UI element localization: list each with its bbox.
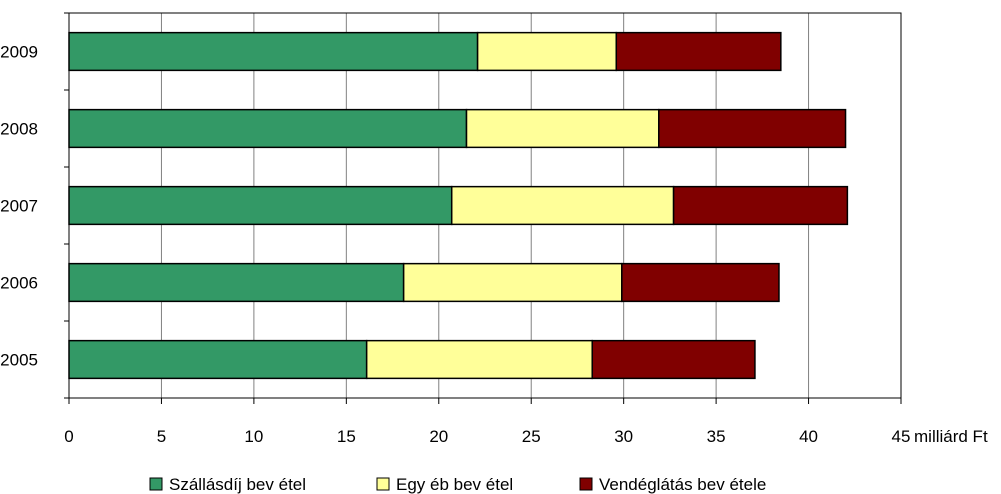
bar-segment [476, 31, 618, 72]
bar-segment [591, 339, 756, 380]
bar-segment [68, 31, 479, 72]
legend-label: Egy éb bev étel [396, 475, 513, 494]
legend-swatch [579, 477, 593, 491]
y-tick-label: 2009 [0, 43, 38, 62]
x-tick-label: 10 [244, 427, 263, 446]
y-tick-label: 2005 [0, 351, 38, 370]
bar-segment [68, 339, 368, 380]
y-tick-label: 2008 [0, 120, 38, 139]
x-tick-label: 15 [337, 427, 356, 446]
legend-swatch [149, 477, 163, 491]
y-tick-label: 2006 [0, 274, 38, 293]
bar-segment [68, 108, 468, 149]
bar-segment [465, 108, 660, 149]
bars [68, 31, 849, 380]
bar-segment [68, 262, 405, 303]
legend-label: Vendéglátás bev étele [599, 475, 766, 494]
x-axis-unit: milliárd Ft [914, 427, 988, 446]
y-axis-labels: 2009 2008 2007 2006 2005 [0, 12, 69, 399]
legend: Szállásdíj bev étel Egy éb bev étel Vendég… [149, 475, 766, 494]
bar-segment [365, 339, 593, 380]
bar-segment [68, 185, 453, 226]
x-tick-label: 0 [64, 427, 73, 446]
bar-segment [450, 185, 675, 226]
x-tick-label: 40 [799, 427, 818, 446]
x-tick-label: 35 [707, 427, 726, 446]
x-tick-label: 30 [614, 427, 633, 446]
legend-label: Szállásdíj bev étel [169, 475, 306, 494]
x-tick-label: 20 [429, 427, 448, 446]
bar-segment [621, 262, 780, 303]
x-axis: 0 5 10 15 20 25 30 35 40 45 milliárd Ft [64, 398, 988, 446]
bar-segment [672, 185, 849, 226]
bar-segment [402, 262, 623, 303]
bar-segment [615, 31, 782, 72]
x-tick-label: 25 [522, 427, 541, 446]
x-tick-label: 5 [157, 427, 166, 446]
bar-segment [658, 108, 847, 149]
y-tick-label: 2007 [0, 197, 38, 216]
legend-swatch [376, 477, 390, 491]
x-tick-label: 45 [892, 427, 911, 446]
